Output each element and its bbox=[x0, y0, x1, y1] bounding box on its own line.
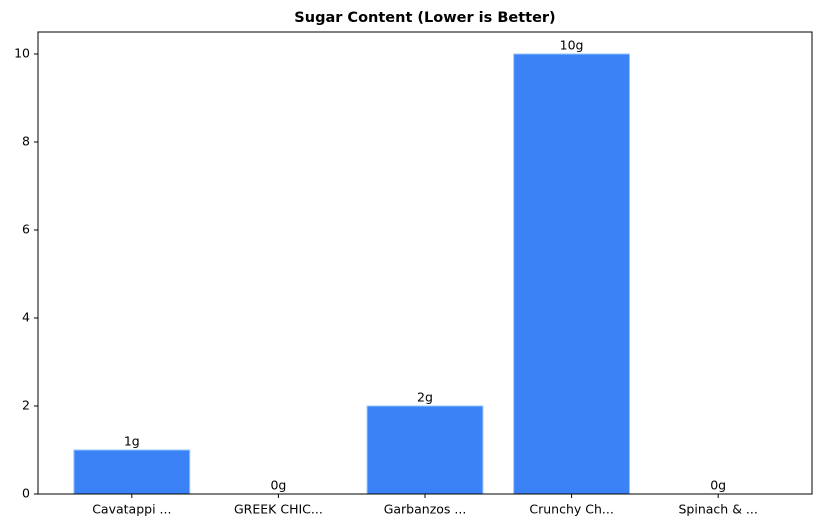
x-tick-label: Garbanzos ... bbox=[384, 502, 467, 517]
value-label: 10g bbox=[560, 38, 584, 53]
bar bbox=[366, 405, 484, 495]
y-tick-label: 0 bbox=[22, 486, 30, 501]
plot-frame bbox=[37, 31, 813, 495]
x-tick-label: Crunchy Ch... bbox=[529, 502, 613, 517]
chart-title: Sugar Content (Lower is Better) bbox=[294, 10, 555, 26]
y-tick-label: 2 bbox=[22, 398, 30, 413]
y-tick-label: 6 bbox=[22, 222, 30, 237]
value-label: 2g bbox=[417, 390, 433, 405]
x-tick-label: Cavatappi ... bbox=[92, 502, 171, 517]
value-label: 0g bbox=[270, 478, 286, 493]
y-tick-label: 10 bbox=[14, 46, 30, 61]
y-tick-label: 8 bbox=[22, 134, 30, 149]
bar bbox=[513, 53, 630, 495]
bar bbox=[73, 449, 191, 495]
value-label: 1g bbox=[124, 434, 140, 449]
y-tick-label: 4 bbox=[22, 310, 30, 325]
x-tick-label: GREEK CHIC... bbox=[234, 502, 323, 517]
value-label: 0g bbox=[710, 478, 726, 493]
x-tick-label: Spinach & ... bbox=[679, 502, 758, 517]
